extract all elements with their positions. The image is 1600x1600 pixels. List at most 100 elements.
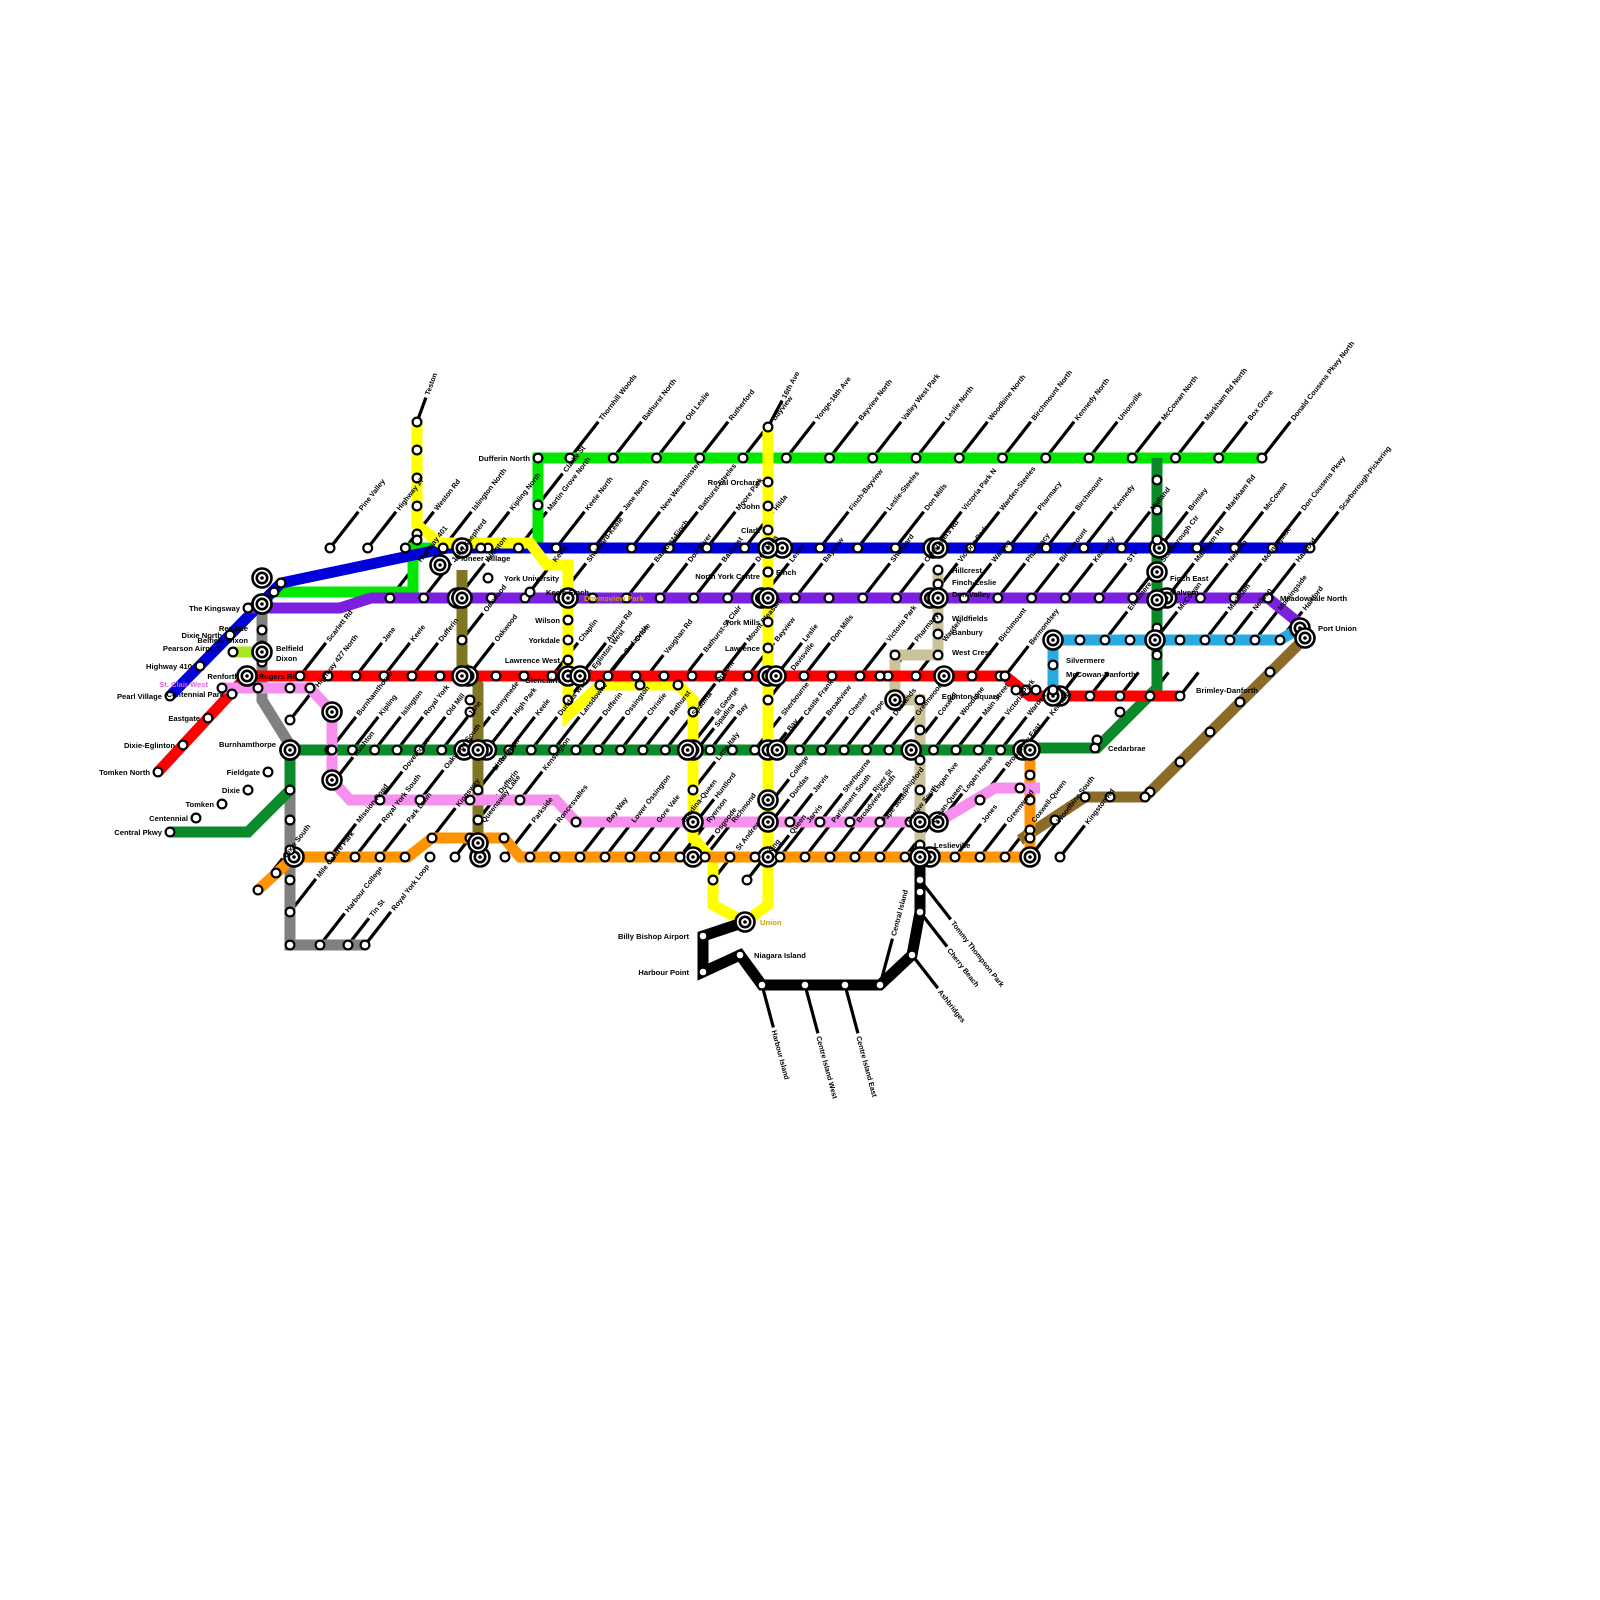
station[interactable] xyxy=(889,649,901,661)
station[interactable] xyxy=(406,670,418,682)
station[interactable] xyxy=(532,452,544,464)
station[interactable] xyxy=(697,966,709,978)
station[interactable] xyxy=(1151,534,1163,546)
station[interactable] xyxy=(1079,791,1091,803)
station[interactable] xyxy=(252,884,264,896)
station[interactable] xyxy=(464,706,476,718)
station[interactable] xyxy=(857,592,869,604)
station[interactable] xyxy=(914,694,926,706)
station[interactable] xyxy=(190,812,202,824)
station[interactable] xyxy=(1204,726,1216,738)
station[interactable] xyxy=(562,654,574,666)
station[interactable] xyxy=(1059,592,1071,604)
station[interactable] xyxy=(686,670,698,682)
station[interactable] xyxy=(262,766,274,778)
station[interactable] xyxy=(854,670,866,682)
station[interactable] xyxy=(694,452,706,464)
station[interactable] xyxy=(1074,634,1086,646)
station[interactable] xyxy=(914,886,926,898)
station[interactable] xyxy=(570,816,582,828)
station[interactable] xyxy=(284,784,296,796)
station[interactable] xyxy=(322,670,334,682)
station[interactable] xyxy=(1234,696,1246,708)
station[interactable] xyxy=(284,874,296,886)
station[interactable] xyxy=(599,851,611,863)
station[interactable] xyxy=(883,744,895,756)
station[interactable] xyxy=(1020,684,1032,696)
station[interactable] xyxy=(224,629,236,641)
station[interactable] xyxy=(999,670,1011,682)
station[interactable] xyxy=(399,851,411,863)
station[interactable] xyxy=(434,670,446,682)
station[interactable] xyxy=(284,939,296,951)
station[interactable] xyxy=(798,670,810,682)
station[interactable] xyxy=(1078,542,1090,554)
station[interactable] xyxy=(950,744,962,756)
station[interactable] xyxy=(202,712,214,724)
station[interactable] xyxy=(874,816,886,828)
station[interactable] xyxy=(324,542,336,554)
station[interactable] xyxy=(362,542,374,554)
station[interactable] xyxy=(472,814,484,826)
station[interactable] xyxy=(874,670,886,682)
station[interactable] xyxy=(891,592,903,604)
station[interactable] xyxy=(226,688,238,700)
station[interactable] xyxy=(910,670,922,682)
station[interactable] xyxy=(464,694,476,706)
station[interactable] xyxy=(1174,690,1186,702)
station[interactable] xyxy=(928,744,940,756)
station[interactable] xyxy=(734,949,746,961)
station[interactable] xyxy=(588,542,600,554)
station[interactable] xyxy=(914,754,926,766)
station[interactable] xyxy=(227,646,239,658)
station[interactable] xyxy=(1024,769,1036,781)
station[interactable] xyxy=(503,744,515,756)
station[interactable] xyxy=(824,851,836,863)
station[interactable] xyxy=(762,524,774,536)
station[interactable] xyxy=(1249,634,1261,646)
station[interactable] xyxy=(602,670,614,682)
station[interactable] xyxy=(852,542,864,554)
station[interactable] xyxy=(1191,542,1203,554)
station[interactable] xyxy=(294,670,306,682)
station[interactable] xyxy=(634,679,646,691)
station[interactable] xyxy=(823,452,835,464)
station[interactable] xyxy=(1099,634,1111,646)
station[interactable] xyxy=(663,542,675,554)
station[interactable] xyxy=(914,874,926,886)
station[interactable] xyxy=(411,534,423,546)
station[interactable] xyxy=(152,766,164,778)
station[interactable] xyxy=(456,634,468,646)
station[interactable] xyxy=(413,744,425,756)
station[interactable] xyxy=(349,851,361,863)
station[interactable] xyxy=(1047,659,1059,671)
station[interactable] xyxy=(1024,832,1036,844)
station[interactable] xyxy=(418,592,430,604)
station[interactable] xyxy=(514,794,526,806)
station[interactable] xyxy=(1262,592,1274,604)
station[interactable] xyxy=(762,642,774,654)
station[interactable] xyxy=(630,670,642,682)
station[interactable] xyxy=(816,744,828,756)
station[interactable] xyxy=(594,679,606,691)
station[interactable] xyxy=(992,592,1004,604)
station[interactable] xyxy=(424,851,436,863)
station[interactable] xyxy=(216,798,228,810)
station[interactable] xyxy=(164,826,176,838)
station[interactable] xyxy=(910,452,922,464)
station[interactable] xyxy=(384,592,396,604)
station[interactable] xyxy=(256,624,268,636)
station[interactable] xyxy=(958,592,970,604)
station[interactable] xyxy=(762,421,774,433)
station[interactable] xyxy=(411,444,423,456)
station[interactable] xyxy=(1194,592,1206,604)
station[interactable] xyxy=(932,578,944,590)
station[interactable] xyxy=(1083,452,1095,464)
station[interactable] xyxy=(762,616,774,628)
station[interactable] xyxy=(164,690,176,702)
station[interactable] xyxy=(823,592,835,604)
station[interactable] xyxy=(659,744,671,756)
station[interactable] xyxy=(1304,542,1316,554)
station[interactable] xyxy=(814,816,826,828)
station[interactable] xyxy=(498,832,510,844)
